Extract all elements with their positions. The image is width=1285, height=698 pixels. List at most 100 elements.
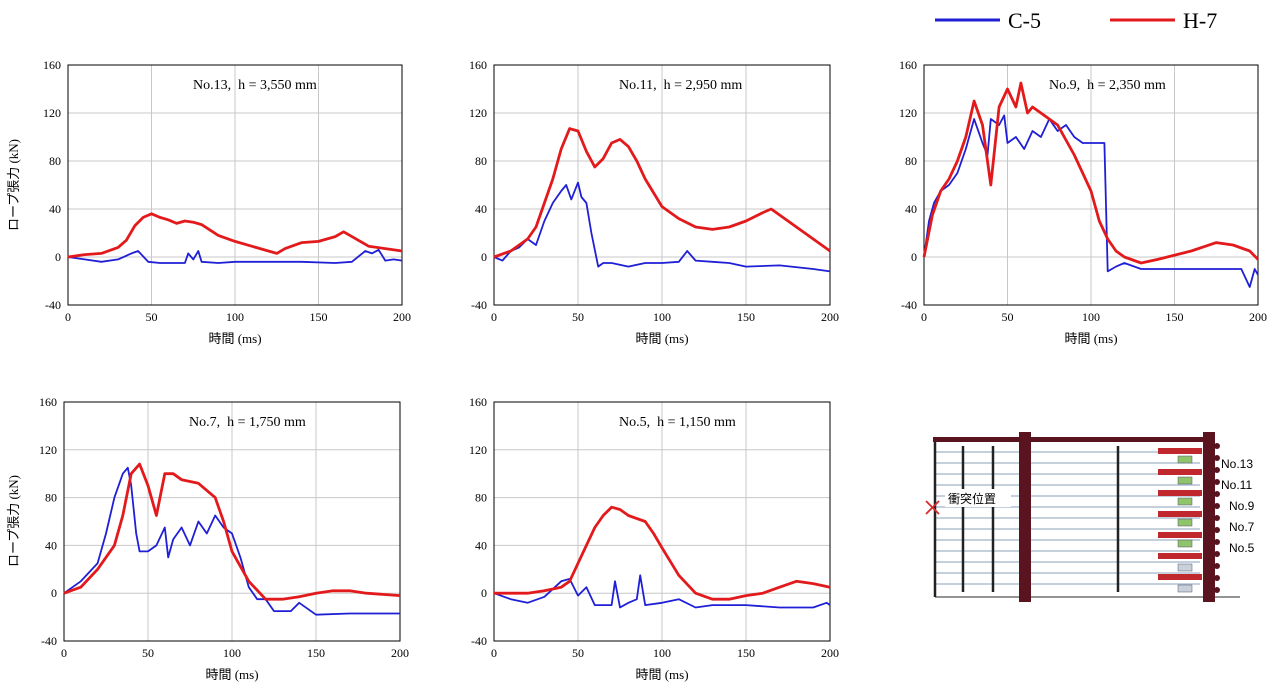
x-tick-label: 200	[393, 310, 411, 324]
series-line-c-5	[923, 114, 1259, 288]
legend-label: H-7	[1183, 8, 1217, 33]
y-axis-label: ロープ張力 (kN)	[6, 139, 21, 231]
y-tick-label: 160	[469, 58, 487, 72]
legend-item-c-5: C-5	[935, 8, 1041, 33]
plot-frame	[923, 64, 1259, 306]
x-tick-label: 100	[223, 646, 241, 660]
x-tick-label: 150	[737, 310, 755, 324]
x-tick-label: 0	[61, 646, 67, 660]
plot-frame	[67, 64, 403, 306]
diagram-end-studs	[1214, 443, 1220, 593]
x-tick-label: 100	[653, 310, 671, 324]
x-tick-label: 0	[921, 310, 927, 324]
y-tick-label: 120	[899, 106, 917, 120]
y-tick-label: 0	[55, 250, 61, 264]
x-tick-label: 200	[821, 646, 839, 660]
y-tick-label: 80	[45, 491, 57, 505]
series-line-c-5	[63, 466, 400, 616]
legend: C-5 H-7	[935, 8, 1217, 33]
y-tick-label: -40	[471, 634, 487, 648]
y-tick-label: 160	[43, 58, 61, 72]
y-tick-label: 0	[481, 250, 487, 264]
y-tick-label: 0	[911, 250, 917, 264]
chart-panel-5: 0 50 100 150 200 -40 0 40 80 120 160 No.5, h = 1,15…	[469, 395, 839, 682]
x-tick-label: 150	[737, 646, 755, 660]
series-line-c-5	[493, 181, 831, 273]
y-tick-label: 40	[905, 202, 917, 216]
chart-panel-1: 0 50 100 150 200 -40 0 40 80 120 160 No.13, h = 3,5…	[6, 58, 411, 346]
impact-x-icon	[925, 500, 940, 515]
x-axis-label: 時間 (ms)	[635, 331, 688, 346]
diagram-rope-ends	[1158, 448, 1202, 580]
x-tick-label: 50	[142, 646, 154, 660]
chart-panel-3: 0 50 100 150 200 -40 0 40 80 120 160 No.9, h = 2,35…	[899, 58, 1267, 346]
x-tick-label: 0	[65, 310, 71, 324]
y-tick-label: 0	[51, 586, 57, 600]
x-tick-label: 100	[1082, 310, 1100, 324]
rope-diagram: 衝突位置 No.13 No.11 No.9 No.7 No.5	[925, 432, 1255, 602]
y-tick-label: 120	[43, 106, 61, 120]
x-axis-label: 時間 (ms)	[208, 331, 261, 346]
chart-panel-4: 0 50 100 150 200 -40 0 40 80 120 160 No.7, h = 1,75…	[6, 395, 409, 682]
diagram-top-beam	[933, 437, 1213, 442]
y-axis-label: ロープ張力 (kN)	[6, 475, 21, 567]
y-tick-label: 40	[475, 202, 487, 216]
y-tick-label: 120	[469, 443, 487, 457]
y-tick-label: -40	[45, 298, 61, 312]
x-tick-label: 150	[310, 310, 328, 324]
series-line-h-7	[494, 505, 831, 601]
y-tick-label: 80	[49, 154, 61, 168]
chart-panel-2: 0 50 100 150 200 -40 0 40 80 120 160 No.11, h = 2,9…	[469, 58, 839, 346]
x-axis-label: 時間 (ms)	[1064, 331, 1117, 346]
y-tick-label: 0	[481, 586, 487, 600]
diagram-sensors	[1177, 455, 1193, 593]
y-tick-label: -40	[41, 634, 57, 648]
diagram-posts	[933, 442, 1120, 597]
diagram-end-post	[1203, 432, 1215, 602]
y-tick-label: 40	[45, 538, 57, 552]
x-tick-label: 150	[1166, 310, 1184, 324]
chart-annotation: No.11, h = 2,950 mm	[619, 78, 742, 93]
x-tick-label: 100	[653, 646, 671, 660]
y-tick-label: 160	[469, 395, 487, 409]
y-tick-label: 160	[899, 58, 917, 72]
chart-annotation: No.9, h = 2,350 mm	[1049, 78, 1166, 93]
y-tick-label: 80	[905, 154, 917, 168]
rope-label-no13: No.13	[1221, 457, 1253, 471]
rope-label-no5: No.5	[1229, 541, 1255, 555]
diagram-main-post	[1019, 432, 1031, 602]
x-tick-label: 50	[1002, 310, 1014, 324]
rope-label-no9: No.9	[1229, 499, 1255, 513]
impact-label-bg	[945, 489, 1011, 507]
y-tick-label: -40	[471, 298, 487, 312]
x-tick-label: 200	[821, 310, 839, 324]
x-tick-label: 50	[572, 310, 584, 324]
y-tick-label: 80	[475, 154, 487, 168]
x-axis-label: 時間 (ms)	[635, 667, 688, 682]
y-tick-label: 120	[39, 443, 57, 457]
series-line-c-5	[67, 248, 403, 264]
y-tick-label: -40	[901, 298, 917, 312]
x-tick-label: 150	[307, 646, 325, 660]
y-tick-label: 160	[39, 395, 57, 409]
series-line-h-7	[67, 212, 403, 259]
y-tick-label: 80	[475, 491, 487, 505]
plot-frame	[493, 401, 831, 642]
x-tick-label: 0	[491, 646, 497, 660]
series-line-h-7	[63, 462, 401, 601]
legend-label: C-5	[1008, 8, 1041, 33]
x-tick-label: 200	[1249, 310, 1267, 324]
x-tick-label: 200	[391, 646, 409, 660]
x-tick-label: 50	[572, 646, 584, 660]
x-tick-label: 100	[226, 310, 244, 324]
charts: 0 50 100 150 200 -40 0 40 80 120 160 No.13, h = 3,5…	[6, 58, 1267, 682]
x-tick-label: 0	[491, 310, 497, 324]
y-tick-label: 40	[475, 538, 487, 552]
plot-frame	[493, 64, 831, 306]
chart-annotation: No.13, h = 3,550 mm	[193, 78, 317, 93]
series-line-h-7	[493, 127, 831, 259]
legend-item-h-7: H-7	[1110, 8, 1217, 33]
series-line-c-5	[493, 574, 831, 609]
rope-label-no11: No.11	[1221, 478, 1252, 492]
